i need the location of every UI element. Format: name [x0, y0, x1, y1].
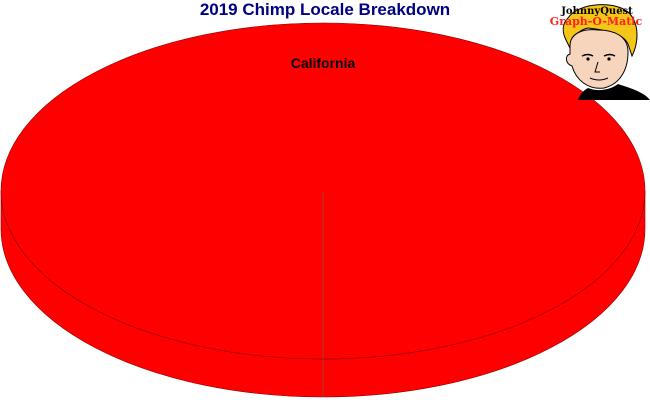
johnny-quest-logo: JohnnyQuest Graph-O-Matic: [550, 4, 650, 100]
chart-title: 2019 Chimp Locale Breakdown: [199, 0, 451, 19]
pie-group: [0, 22, 646, 398]
logo-line-1: JohnnyQuest: [560, 6, 633, 17]
slice-label-california: California: [290, 55, 356, 71]
logo-line-2: Graph-O-Matic: [550, 15, 643, 28]
